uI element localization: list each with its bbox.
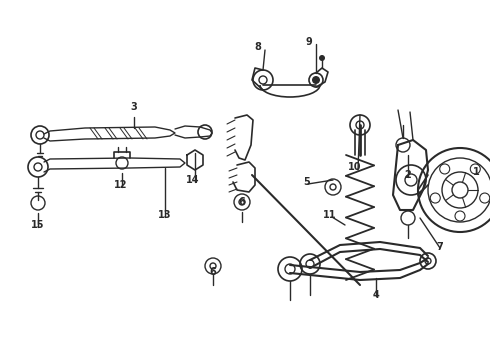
Circle shape xyxy=(312,76,320,84)
Text: 8: 8 xyxy=(255,42,262,52)
Text: 14: 14 xyxy=(186,175,200,185)
Text: 1: 1 xyxy=(473,167,479,177)
Text: 2: 2 xyxy=(405,170,412,180)
Text: 6: 6 xyxy=(239,197,245,207)
Text: 11: 11 xyxy=(323,210,337,220)
Text: 7: 7 xyxy=(437,242,443,252)
Text: 6: 6 xyxy=(210,267,217,277)
Circle shape xyxy=(319,55,325,61)
Text: 9: 9 xyxy=(306,37,313,47)
Text: 5: 5 xyxy=(304,177,310,187)
Text: 12: 12 xyxy=(114,180,128,190)
Text: 4: 4 xyxy=(372,290,379,300)
Text: 15: 15 xyxy=(31,220,45,230)
Text: 13: 13 xyxy=(158,210,172,220)
Text: 3: 3 xyxy=(131,102,137,112)
Text: 10: 10 xyxy=(348,162,362,172)
